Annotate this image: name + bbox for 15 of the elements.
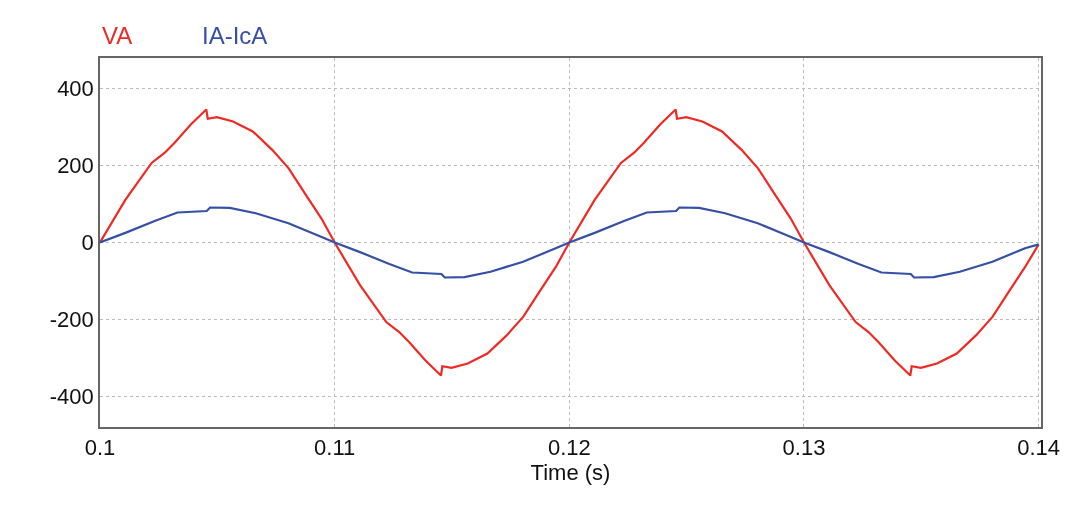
line-series (100, 206, 1040, 279)
x-axis-title: Time (s) (530, 460, 611, 486)
y-tick-label: 200 (57, 153, 94, 179)
x-tick-label: 0.11 (314, 435, 356, 461)
text: VA (102, 22, 133, 49)
x-tick-label: 0.12 (547, 435, 591, 461)
text: IA-IcA (202, 22, 268, 49)
y-tick-label: 400 (57, 76, 94, 102)
x-tick-label: 0.13 (782, 435, 826, 461)
y-tick-label: -200 (49, 307, 94, 333)
y-tick-label: 0 (81, 230, 94, 256)
x-tick-label: 0.14 (1017, 435, 1061, 461)
y-tick-label: -400 (49, 383, 94, 409)
line-series (100, 108, 1040, 377)
x-tick-label: 0.1 (84, 435, 116, 461)
